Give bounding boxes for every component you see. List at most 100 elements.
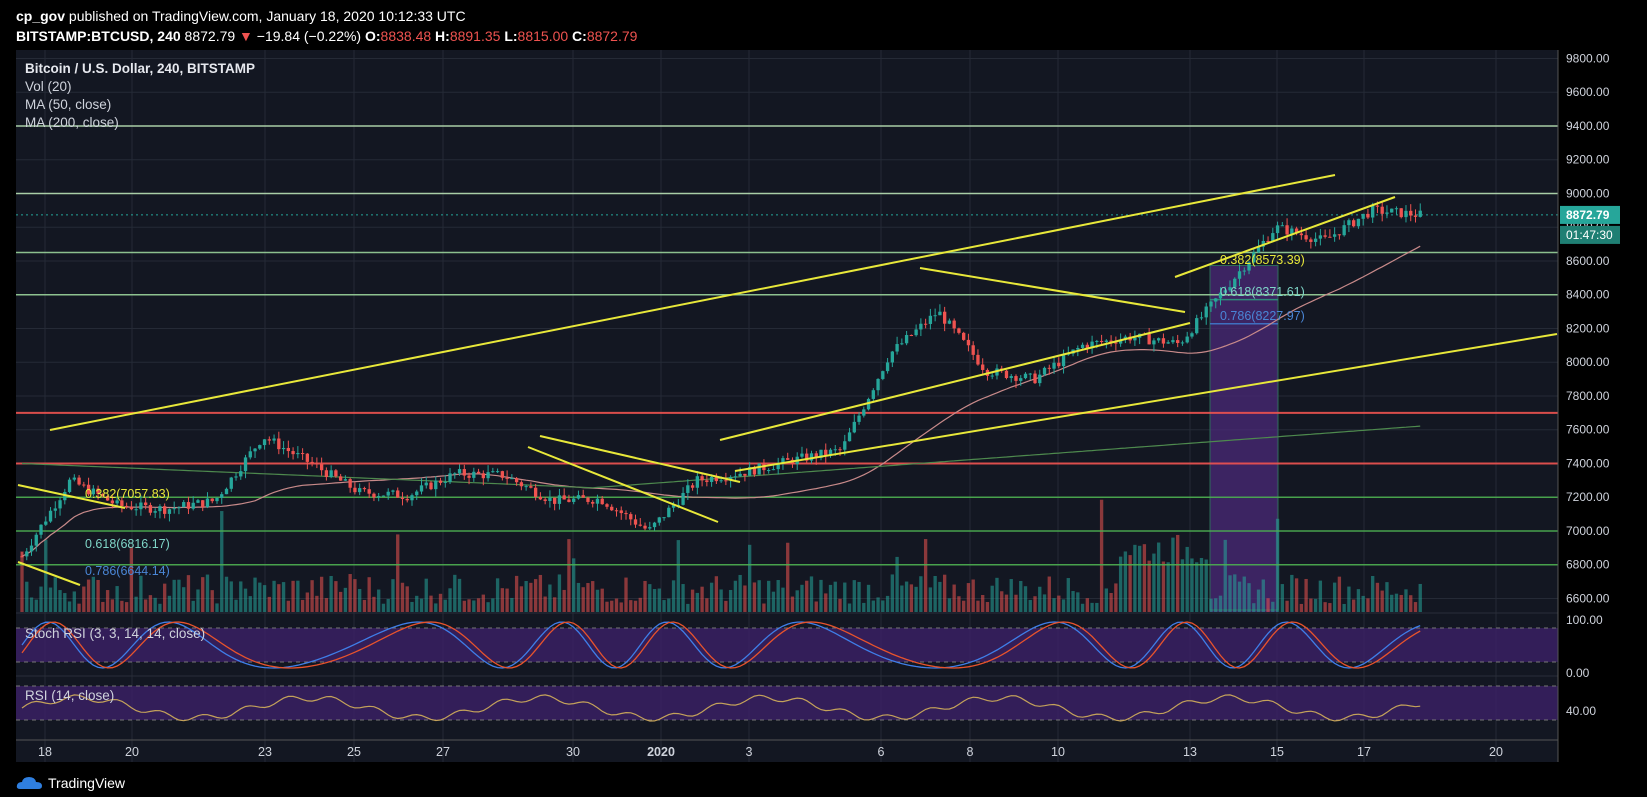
candle-body: [495, 471, 500, 473]
candle-body: [852, 421, 856, 433]
volume-bar: [928, 587, 933, 612]
volume-bar: [1157, 542, 1161, 612]
volume-bar: [457, 578, 462, 612]
volume-bar: [724, 600, 728, 612]
candle-body: [990, 375, 994, 377]
trend-line: [17, 561, 81, 586]
candle-body: [1299, 233, 1304, 236]
rsi-pane: [16, 675, 1558, 722]
time-tick: 15: [1270, 745, 1284, 759]
volume-bar: [334, 581, 338, 612]
candle-body: [1318, 235, 1323, 239]
candle-body: [776, 463, 780, 470]
time-axis[interactable]: 18 20 23 25 27 30 2020 3 6 8 10 13 15 17 20: [16, 739, 1558, 759]
candle-body: [405, 498, 409, 501]
candle-body: [900, 343, 904, 345]
volume-bar: [153, 597, 157, 612]
candle-body: [548, 497, 552, 501]
volume-bar: [524, 581, 528, 612]
volume-bar: [885, 595, 890, 612]
candle-body: [938, 311, 942, 316]
candle-body: [315, 463, 319, 465]
candle-body: [819, 449, 823, 458]
volume-bar: [191, 600, 195, 612]
price-tick: 6600.00: [1566, 591, 1610, 605]
candle-body: [101, 493, 105, 496]
volume-bar: [1061, 599, 1066, 612]
candle-body: [381, 495, 386, 497]
candle-body: [1285, 225, 1289, 235]
candle-body: [595, 498, 600, 504]
ohlc-line: BITSTAMP:BTCUSD, 240 8872.79 ▼ −19.84 (−…: [16, 28, 637, 44]
candle-body: [1166, 342, 1170, 344]
fib-label: 0.618(8371.61): [1220, 285, 1305, 299]
volume-bar: [743, 585, 747, 612]
volume-bar: [947, 598, 952, 612]
fib-labels: 0.382(8573.39) 0.618(8371.61) 0.786(8227.9…: [85, 253, 1305, 578]
candle-body: [110, 500, 115, 504]
candle-body: [923, 323, 928, 325]
volume-bar: [1104, 588, 1109, 612]
price-tick: 6800.00: [1566, 558, 1610, 572]
volume-bar: [377, 589, 381, 612]
volume-bar: [1285, 600, 1289, 612]
volume-bar: [1385, 582, 1389, 612]
candle-body: [348, 479, 352, 488]
volume-bar: [1418, 583, 1422, 612]
candle-body: [1337, 234, 1342, 236]
candle-body: [143, 502, 148, 506]
volume-bar: [605, 601, 609, 612]
author[interactable]: cp_gov: [16, 8, 66, 24]
candle-body: [728, 477, 733, 481]
volume-bar: [1290, 574, 1294, 612]
candle-body: [828, 449, 833, 456]
volume-bar: [633, 600, 638, 612]
candle-body: [177, 507, 181, 509]
candle-body: [738, 473, 742, 477]
candle-body: [1195, 318, 1199, 334]
price-axis[interactable]: 9800.009600.009400.009200.009000.008800.…: [1557, 50, 1610, 762]
candle-body: [1290, 228, 1294, 235]
volume-bar: [424, 578, 428, 612]
candle-body: [805, 453, 809, 461]
volume-bar: [1413, 602, 1418, 612]
candle-body: [224, 488, 229, 495]
candle-body: [1095, 340, 1099, 342]
volume-bar: [805, 580, 809, 612]
volume-bar: [348, 574, 352, 612]
candle-body: [1180, 342, 1185, 344]
candle-body: [410, 495, 414, 501]
time-tick: 3: [746, 745, 753, 759]
candle-body: [1242, 270, 1246, 272]
candle-body: [800, 453, 804, 457]
volume-bar: [866, 584, 871, 612]
candle-body: [586, 497, 590, 502]
candle-body: [576, 495, 581, 499]
tradingview-logo[interactable]: TradingView: [16, 775, 125, 791]
candle-body: [600, 498, 604, 505]
candle-body: [1361, 213, 1365, 219]
volume-bar: [1375, 582, 1380, 612]
volume-bar: [800, 584, 804, 612]
volume-bar: [1371, 576, 1375, 612]
candle-body: [1014, 376, 1018, 381]
candle-body: [1028, 373, 1032, 375]
candle-body: [890, 351, 895, 363]
volume-bar: [201, 577, 205, 612]
volume-bar: [1004, 594, 1009, 612]
volume-bar: [186, 575, 191, 612]
volume-bar: [543, 596, 547, 612]
volume-bar: [1161, 561, 1166, 612]
time-tick: 17: [1357, 745, 1371, 759]
volume-bar: [1304, 578, 1308, 612]
candle-body: [262, 439, 267, 446]
candle-body: [719, 480, 723, 482]
candle-body: [833, 449, 837, 451]
candle-body: [510, 478, 514, 480]
volume-bar: [472, 600, 476, 612]
candle-body: [48, 510, 53, 522]
volume-bar: [443, 599, 447, 612]
volume-bar: [405, 586, 409, 612]
candle-body: [629, 514, 633, 520]
